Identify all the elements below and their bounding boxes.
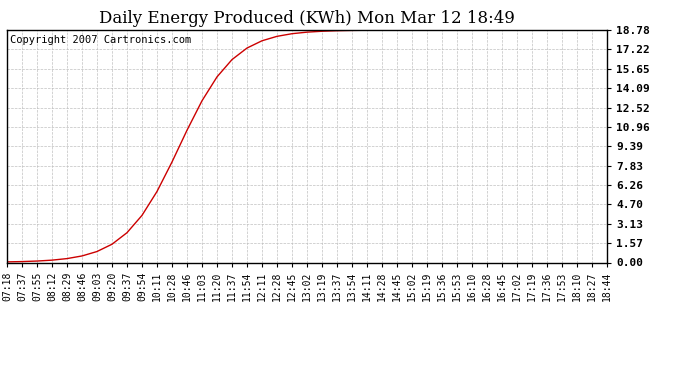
Title: Daily Energy Produced (KWh) Mon Mar 12 18:49: Daily Energy Produced (KWh) Mon Mar 12 1… (99, 10, 515, 27)
Text: Copyright 2007 Cartronics.com: Copyright 2007 Cartronics.com (10, 34, 191, 45)
